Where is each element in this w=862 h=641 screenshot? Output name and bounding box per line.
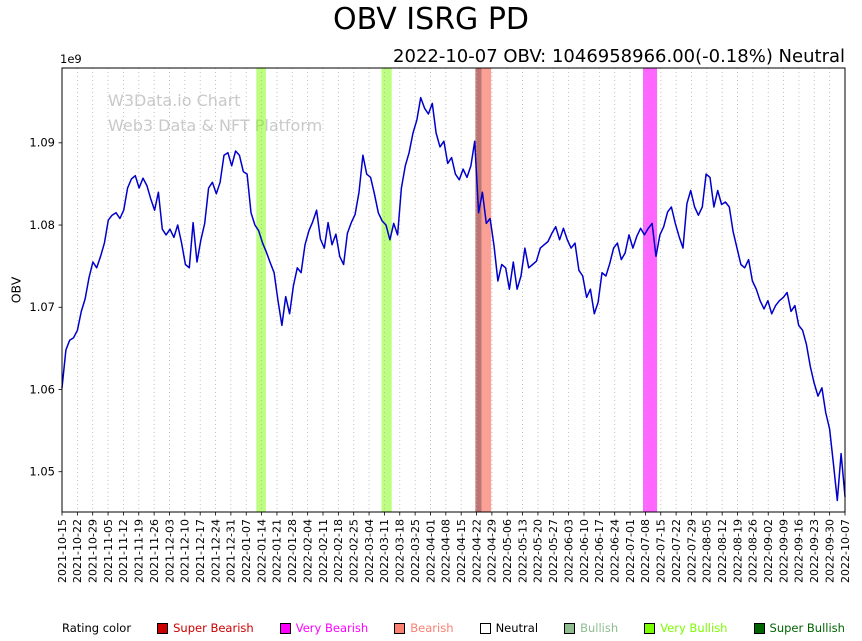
x-tick-label: 2022-10-07 xyxy=(839,519,852,583)
x-tick-label: 2022-07-15 xyxy=(655,519,668,583)
rating-band-bearish xyxy=(481,68,492,512)
watermark-line-1: W3Data.io Chart xyxy=(108,91,241,110)
x-tick-label: 2022-09-09 xyxy=(777,519,790,583)
y-tick-label: 1.05 xyxy=(29,465,55,479)
x-tick-label: 2021-12-17 xyxy=(194,519,207,583)
x-tick-label: 2022-05-06 xyxy=(501,519,514,583)
x-tick-label: 2021-11-19 xyxy=(133,519,146,583)
x-tick-label: 2022-07-29 xyxy=(685,519,698,583)
x-tick-label: 2022-09-02 xyxy=(762,519,775,583)
obv-line-series xyxy=(61,96,846,502)
x-tick-label: 2022-02-04 xyxy=(301,519,314,583)
x-tick-label: 2022-07-08 xyxy=(639,519,652,583)
y-tick-label: 1.06 xyxy=(29,382,55,396)
x-tick-label: 2022-06-03 xyxy=(562,519,575,583)
x-tick-label: 2022-03-25 xyxy=(409,519,422,583)
x-tick-label: 2022-06-17 xyxy=(593,519,606,583)
y-axis-multiplier: 1e9 xyxy=(60,52,82,66)
x-tick-label: 2022-08-05 xyxy=(701,519,714,583)
legend-label: Bullish xyxy=(580,621,619,635)
x-tick-label: 2021-11-12 xyxy=(117,519,130,583)
legend-label: Super Bullish xyxy=(769,621,845,635)
legend-item-very-bearish: Very Bearish xyxy=(279,621,369,635)
legend-label: Very Bearish xyxy=(295,621,369,635)
legend-label: Very Bullish xyxy=(660,621,728,635)
legend-swatch xyxy=(479,622,491,634)
legend-swatch xyxy=(753,622,765,634)
x-tick-label: 2021-12-10 xyxy=(179,519,192,583)
legend-item-super-bullish: Super Bullish xyxy=(753,621,845,635)
x-tick-label: 2022-09-30 xyxy=(823,519,836,583)
chart-title: OBV ISRG PD xyxy=(332,2,530,37)
x-tick-label: 2022-08-12 xyxy=(716,519,729,583)
legend-item-very-bullish: Very Bullish xyxy=(644,621,727,635)
legend-title: Rating color xyxy=(62,621,132,635)
legend-swatch xyxy=(564,622,576,634)
legend-label: Bearish xyxy=(410,621,454,635)
x-tick-label: 2022-08-26 xyxy=(747,519,760,583)
y-tick-label: 1.08 xyxy=(29,218,55,232)
x-tick-label: 2021-10-15 xyxy=(56,519,69,583)
x-tick-label: 2022-05-13 xyxy=(516,519,529,583)
x-tick-label: 2022-04-01 xyxy=(424,519,437,583)
x-tick-label: 2021-12-31 xyxy=(225,519,238,583)
x-tick-label: 2022-01-21 xyxy=(271,519,284,583)
y-tick-label: 1.09 xyxy=(29,136,55,150)
x-tick-label: 2022-08-19 xyxy=(731,519,744,583)
plot-border xyxy=(61,67,846,513)
x-tick-label: 2022-01-28 xyxy=(286,519,299,583)
x-tick-label: 2022-07-01 xyxy=(624,519,637,583)
x-tick-label: 2022-02-25 xyxy=(348,519,361,583)
x-tick-label: 2022-06-10 xyxy=(578,519,591,583)
legend-item-bullish: Bullish xyxy=(564,621,618,635)
watermark-line-2: Web3 Data & NFT Platform xyxy=(108,116,323,135)
legend-swatch xyxy=(157,622,169,634)
x-tick-label: 2022-04-15 xyxy=(455,519,468,583)
chart-subtitle: 2022-10-07 OBV: 1046958966.00(-0.18%) Ne… xyxy=(393,46,845,67)
x-tick-label: 2022-06-24 xyxy=(609,519,622,583)
x-tick-label: 2022-03-11 xyxy=(378,519,391,583)
legend-item-bearish: Bearish xyxy=(394,621,454,635)
y-tick-label: 1.07 xyxy=(29,300,55,314)
x-tick-label: 2021-12-03 xyxy=(163,519,176,583)
x-tick-label: 2021-11-05 xyxy=(102,519,115,583)
x-tick-label: 2021-10-29 xyxy=(87,519,100,583)
x-tick-label: 2022-03-18 xyxy=(394,519,407,583)
x-tick-label: 2022-09-16 xyxy=(793,519,806,583)
x-tick-label: 2022-04-08 xyxy=(440,519,453,583)
legend-item-neutral: Neutral xyxy=(479,621,539,635)
x-tick-label: 2022-02-11 xyxy=(317,519,330,583)
legend-label: Neutral xyxy=(495,621,539,635)
x-tick-label: 2022-04-22 xyxy=(470,519,483,583)
rating-band-very-bullish xyxy=(256,68,266,512)
x-tick-label: 2022-03-04 xyxy=(363,519,376,583)
rating-band-very-bullish xyxy=(381,68,392,512)
rating-legend: Rating color Super Bearish Very Bearish Be… xyxy=(62,621,845,635)
watermark: W3Data.io Chart Web3 Data & NFT Platform xyxy=(108,88,322,138)
legend-swatch xyxy=(394,622,406,634)
rating-band-super-bearish xyxy=(475,68,482,512)
rating-band-very-bearish xyxy=(643,68,658,512)
x-tick-label: 2022-01-07 xyxy=(240,519,253,583)
x-tick-label: 2022-01-14 xyxy=(255,519,268,583)
x-tick-label: 2022-07-22 xyxy=(670,519,683,583)
x-tick-label: 2021-12-24 xyxy=(209,519,222,583)
x-tick-label: 2022-04-29 xyxy=(486,519,499,583)
legend-label: Super Bearish xyxy=(173,621,254,635)
x-tick-label: 2021-10-22 xyxy=(71,519,84,583)
x-tick-label: 2022-05-27 xyxy=(547,519,560,583)
x-tick-label: 2022-05-20 xyxy=(532,519,545,583)
legend-item-super-bearish: Super Bearish xyxy=(157,621,254,635)
x-tick-label: 2022-09-23 xyxy=(808,519,821,583)
x-tick-label: 2022-02-18 xyxy=(332,519,345,583)
legend-swatch xyxy=(279,622,291,634)
x-tick-label: 2021-11-26 xyxy=(148,519,161,583)
legend-swatch xyxy=(644,622,656,634)
